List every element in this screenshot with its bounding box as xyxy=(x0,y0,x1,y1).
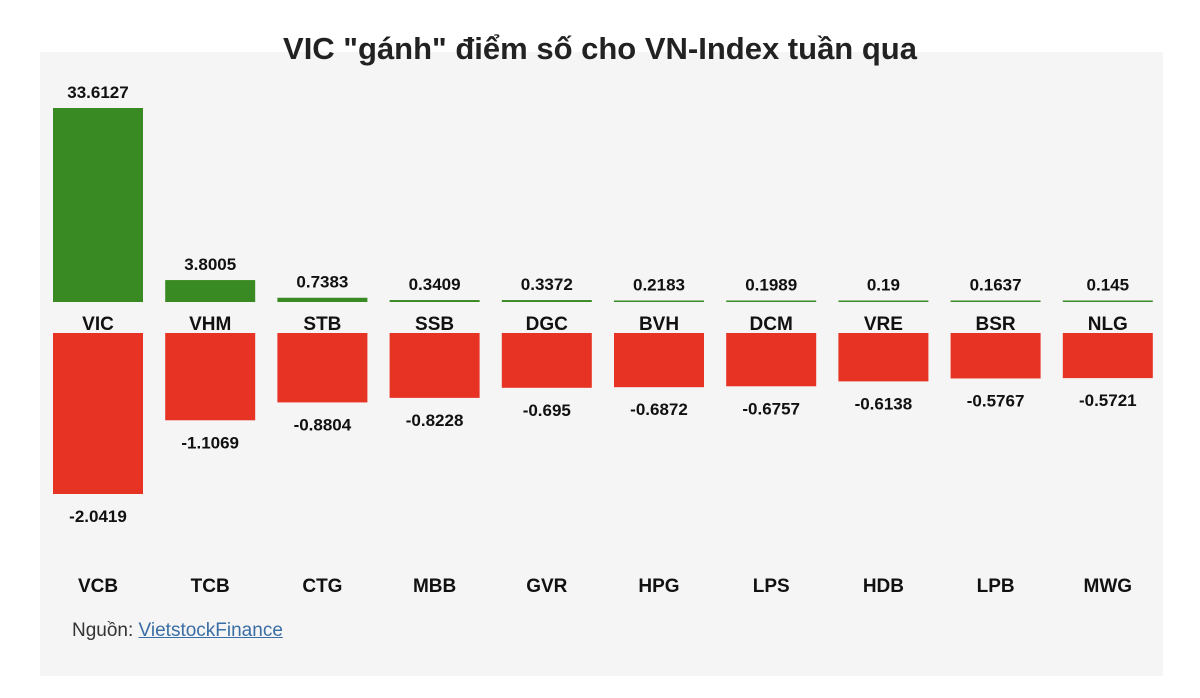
negative-bar xyxy=(501,333,592,388)
negative-bar xyxy=(726,333,817,387)
positive-category-label: STB xyxy=(303,314,341,335)
negative-category-label: CTG xyxy=(302,576,342,597)
negative-bar xyxy=(53,333,143,494)
negative-category-label: VCB xyxy=(78,576,118,597)
negative-value-label: -0.6138 xyxy=(855,394,913,413)
positive-value-label: 33.6127 xyxy=(67,83,128,102)
positive-bar xyxy=(389,300,480,302)
negative-bar xyxy=(277,333,368,403)
negative-value-label: -0.5721 xyxy=(1079,391,1137,410)
positive-value-label: 0.3409 xyxy=(409,275,461,294)
negative-category-label: HPG xyxy=(638,576,679,597)
positive-value-label: 0.7383 xyxy=(296,273,348,292)
negative-value-label: -0.5767 xyxy=(967,391,1025,410)
positive-value-label: 0.1637 xyxy=(970,276,1022,295)
positive-value-label: 0.2183 xyxy=(633,276,685,295)
positive-category-label: NLG xyxy=(1088,314,1128,335)
negative-bar xyxy=(614,333,704,388)
negative-value-label: -0.695 xyxy=(523,401,571,420)
negative-bar xyxy=(950,333,1041,379)
source-label: Nguồn: xyxy=(72,620,139,641)
negative-value-label: -2.0419 xyxy=(69,507,127,526)
negative-value-label: -0.8804 xyxy=(294,415,352,434)
negative-bar xyxy=(1062,333,1153,379)
negative-value-label: -0.6757 xyxy=(742,399,800,418)
negative-category-label: LPS xyxy=(753,576,790,597)
positive-category-label: BSR xyxy=(976,314,1016,335)
negative-category-label: TCB xyxy=(191,576,230,597)
negative-category-label: MBB xyxy=(413,576,456,597)
negative-value-label: -1.1069 xyxy=(181,433,239,452)
positive-value-label: 3.8005 xyxy=(184,255,236,274)
positive-category-label: DGC xyxy=(526,314,569,335)
negative-bar xyxy=(838,333,929,382)
negative-category-label: GVR xyxy=(526,576,567,597)
positive-bar xyxy=(501,300,592,302)
positive-category-label: VRE xyxy=(864,314,903,335)
source-note: Nguồn: VietstockFinance xyxy=(72,620,283,642)
positive-bar xyxy=(1062,300,1153,302)
positive-category-label: VIC xyxy=(82,314,114,335)
negative-value-label: -0.6872 xyxy=(630,400,688,419)
chart-title: VIC "gánh" điểm số cho VN-Index tuần qua xyxy=(283,31,917,66)
positive-bar xyxy=(277,297,368,302)
positive-value-label: 0.19 xyxy=(867,276,900,295)
positive-bar xyxy=(838,300,929,302)
positive-bar xyxy=(726,300,817,302)
positive-value-label: 0.1989 xyxy=(745,276,797,295)
positive-bar xyxy=(950,300,1041,302)
positive-category-label: SSB xyxy=(415,314,454,335)
positive-value-label: 0.3372 xyxy=(521,275,573,294)
negative-category-label: LPB xyxy=(977,576,1015,597)
negative-bar xyxy=(389,333,480,398)
negative-value-label: -0.8228 xyxy=(406,411,464,430)
negative-category-label: MWG xyxy=(1084,576,1133,597)
positive-value-label: 0.145 xyxy=(1087,276,1130,295)
negative-category-label: HDB xyxy=(863,576,904,597)
source-link[interactable]: VietstockFinance xyxy=(138,620,283,641)
positive-bar xyxy=(53,108,143,302)
positive-bar xyxy=(165,280,256,302)
positive-category-label: DCM xyxy=(750,314,793,335)
negative-bar xyxy=(165,333,256,421)
positive-category-label: BVH xyxy=(639,314,679,335)
positive-category-label: VHM xyxy=(189,314,231,335)
positive-bar xyxy=(614,300,704,302)
